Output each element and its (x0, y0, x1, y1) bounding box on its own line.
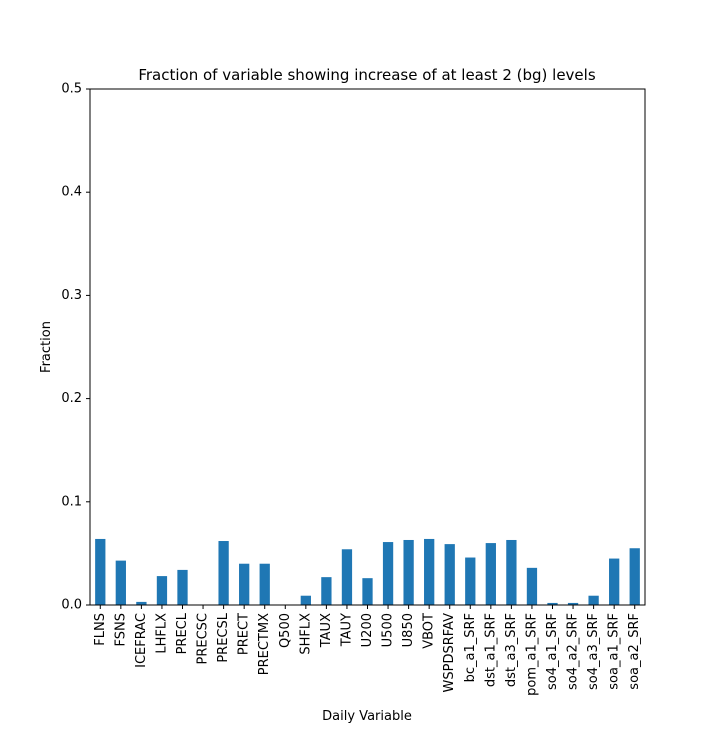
x-axis-label: Daily Variable (322, 709, 412, 724)
x-tick-label: U850 (401, 613, 416, 647)
x-tick-label: U200 (360, 613, 375, 647)
x-tick-label: TAUX (319, 613, 334, 648)
x-tick-label: so4_a3_SRF (586, 613, 601, 690)
y-tick-label: 0.4 (61, 185, 82, 200)
bar-TAUX (321, 577, 332, 605)
bar-VBOT (424, 538, 435, 605)
x-tick-label: PRECL (175, 612, 190, 654)
x-tick-label: PRECSC (196, 613, 211, 665)
bar-SHFLX (300, 595, 311, 605)
y-tick-label: 0.2 (61, 391, 82, 406)
bar-soa_a1_SRF (609, 558, 620, 605)
y-tick-label: 0.3 (61, 288, 82, 303)
x-tick-label: PRECSL (216, 612, 231, 662)
bar-pom_a1_SRF (526, 567, 538, 605)
bar-bc_a1_SRF (465, 557, 476, 605)
bar-TAUY (341, 549, 353, 605)
bar-PRECT (239, 563, 250, 605)
x-tick-label: so4_a1_SRF (545, 613, 560, 690)
bar-dst_a1_SRF (485, 543, 496, 605)
y-axis-label: Fraction (39, 321, 54, 373)
x-tick-label: WSPDSRFAV (442, 613, 457, 693)
x-tick-label: dst_a1_SRF (483, 613, 498, 687)
x-tick-label: VBOT (422, 613, 437, 649)
bar-soa_a2_SRF (629, 548, 640, 605)
chart-title: Fraction of variable showing increase of… (138, 66, 595, 84)
bar-PRECTMX (259, 563, 270, 605)
bar-PRECL (177, 569, 188, 605)
y-tick-label: 0.1 (61, 494, 82, 509)
bar-ICEFRAC (136, 601, 147, 605)
bar-LHFLX (156, 576, 168, 605)
bar-U500 (382, 542, 394, 605)
x-tick-label: FSNS (113, 613, 128, 646)
x-tick-label: PRECTMX (257, 613, 272, 675)
bar-so4_a2_SRF (567, 602, 579, 605)
bar-dst_a3_SRF (506, 539, 517, 605)
x-tick-label: ICEFRAC (134, 613, 149, 668)
bar-FSNS (115, 560, 126, 605)
x-tick-label: dst_a3_SRF (504, 613, 519, 687)
y-tick-label: 0.5 (61, 82, 82, 97)
x-tick-label: U500 (381, 613, 396, 647)
bar-FLNS (95, 538, 106, 605)
bar-so4_a3_SRF (588, 595, 599, 605)
bars-group (95, 538, 640, 605)
bar-PRECSL (218, 541, 229, 605)
x-tick-label: LHFLX (154, 613, 169, 654)
x-tick-label: PRECT (237, 613, 252, 655)
bar-WSPDSRFAV (444, 544, 455, 605)
y-axis: 0.0 0.1 0.2 0.3 0.4 0.5 (61, 82, 90, 613)
x-tick-label: so4_a2_SRF (566, 613, 581, 690)
plot-frame (89, 88, 646, 606)
x-tick-label: bc_a1_SRF (463, 613, 478, 682)
y-tick-label: 0.0 (61, 598, 82, 613)
x-axis: FLNS FSNS ICEFRAC LHFLX PRECL PRECSC PRECSL PRE… (93, 605, 642, 696)
bar-U200 (362, 578, 373, 605)
x-tick-label: soa_a2_SRF (627, 613, 642, 690)
x-tick-label: Q500 (278, 613, 293, 648)
x-tick-label: soa_a1_SRF (607, 613, 622, 690)
x-tick-label: TAUY (339, 613, 354, 647)
x-tick-label: FLNS (93, 613, 108, 646)
x-tick-label: SHFLX (298, 613, 313, 655)
x-tick-label: pom_a1_SRF (524, 613, 539, 696)
bar-so4_a1_SRF (547, 602, 558, 605)
bar-U850 (403, 539, 414, 605)
